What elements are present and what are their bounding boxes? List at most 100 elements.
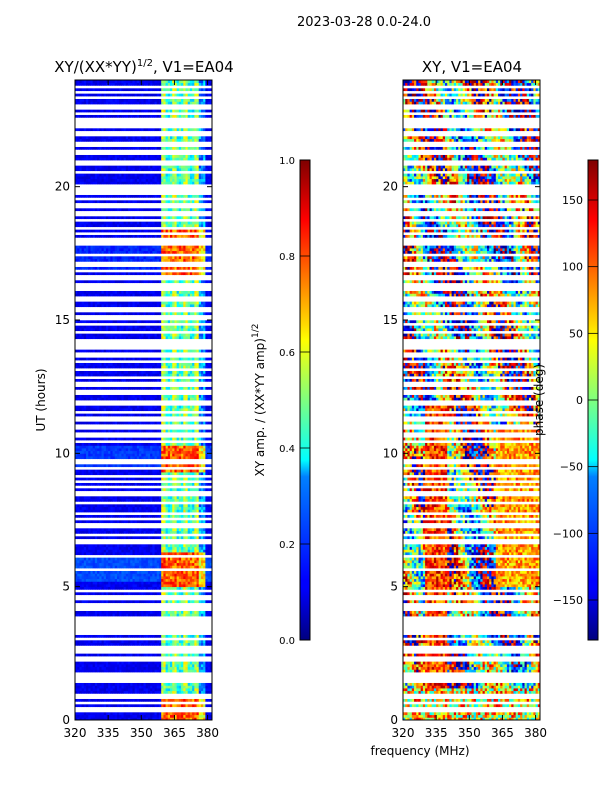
panel1-cell — [116, 712, 120, 716]
panel1-cell — [136, 464, 140, 468]
panel1-cell — [152, 690, 155, 694]
panel1-flagged-row — [75, 392, 212, 395]
panel1-cell — [161, 610, 164, 614]
panel1-cell — [116, 653, 120, 657]
panel1-cell — [114, 698, 118, 702]
panel1-cell — [158, 530, 162, 534]
panel1-cell — [194, 653, 197, 657]
panel1-cell — [156, 528, 160, 532]
panel1-cell — [181, 498, 184, 502]
panel1-cell — [116, 610, 120, 614]
panel1-cell — [88, 488, 91, 492]
panel1-cell — [88, 690, 91, 694]
panel1-cell — [139, 448, 142, 452]
panel1-cell — [183, 477, 186, 481]
panel1-cell — [150, 448, 153, 452]
panel1-cell — [192, 530, 195, 534]
panel1-cell — [163, 661, 166, 665]
panel1-cell — [178, 469, 182, 473]
panel1-cell — [181, 610, 184, 614]
panel1-cell — [81, 690, 85, 694]
panel1-cell — [119, 688, 122, 692]
panel1-cell — [103, 642, 107, 646]
panel1-flagged-row — [75, 434, 212, 438]
panel1-cell — [88, 578, 91, 582]
panel1-cell — [128, 472, 131, 476]
panel1-cell — [152, 482, 155, 486]
panel1-cell — [86, 717, 89, 721]
panel1-cell — [86, 546, 89, 550]
panel1-cell — [77, 570, 80, 574]
panel1-cell — [108, 496, 111, 500]
panel1-cell — [125, 584, 129, 588]
panel1-cell — [141, 573, 144, 577]
panel1-cell — [110, 514, 113, 518]
panel1-cell — [170, 552, 173, 556]
panel1-cell — [121, 600, 125, 604]
panel1-cell — [156, 642, 160, 646]
panel1-cell — [205, 584, 208, 588]
panel1-cell — [94, 562, 98, 566]
panel1-cell — [167, 450, 171, 454]
panel1-cell — [123, 712, 127, 716]
panel1-cell — [161, 712, 164, 716]
panel1-cell — [90, 544, 94, 548]
panel1-cell — [192, 482, 195, 486]
panel1-cell — [189, 536, 193, 540]
panel1-cell — [103, 448, 107, 452]
panel1-cell — [128, 570, 131, 574]
panel1-cell — [123, 557, 127, 561]
panel1-cell — [189, 520, 193, 524]
panel1-cell — [203, 578, 206, 582]
panel1-cell — [150, 504, 153, 508]
panel1-cell — [105, 514, 109, 518]
panel1-cell — [194, 552, 197, 556]
panel1-cell — [154, 504, 158, 508]
panel1-cell — [92, 698, 96, 702]
panel1-cell — [94, 634, 98, 638]
panel1-cell — [143, 504, 147, 508]
panel1-cell — [165, 464, 169, 468]
panel1-cell — [150, 472, 153, 476]
panel1-cell — [200, 498, 204, 502]
panel1-cell — [154, 560, 158, 564]
panel1-cell — [123, 578, 127, 582]
panel1-cell — [132, 546, 136, 550]
panel1-cell — [77, 578, 80, 582]
panel1-cell — [187, 469, 191, 473]
panel1-cell — [174, 570, 178, 574]
panel1-cell — [187, 514, 191, 518]
panel1-cell — [192, 712, 195, 716]
panel1-cell — [112, 544, 116, 548]
panel1-cell — [145, 464, 149, 468]
panel1-flagged-row — [75, 512, 212, 515]
panel1-cell — [181, 714, 184, 718]
panel1-cell — [141, 498, 144, 502]
panel1-cell — [172, 688, 175, 692]
panel1-cell — [187, 581, 191, 585]
panel1-cell — [161, 586, 164, 590]
panel1-cell — [172, 477, 175, 481]
panel1-cell — [130, 464, 133, 468]
panel1-cell — [136, 664, 140, 668]
panel1-cell — [143, 477, 147, 481]
panel1-cell — [132, 664, 136, 668]
panel1-cell — [172, 520, 175, 524]
panel1-cell — [192, 584, 195, 588]
panel1-cell — [119, 557, 122, 561]
panel1-cell — [178, 698, 182, 702]
panel1-cell — [185, 578, 189, 582]
panel1-cell — [83, 469, 87, 473]
panel1-cell — [181, 600, 184, 604]
panel1-cell — [167, 546, 171, 550]
panel1-cell — [178, 504, 182, 508]
panel1-cell — [176, 549, 180, 553]
panel1-cell — [128, 496, 131, 500]
panel1-cell — [205, 557, 208, 561]
panel1-cell — [178, 610, 182, 614]
panel1-cell — [178, 456, 182, 460]
panel1-cell — [205, 573, 208, 577]
panel1-cell — [112, 448, 116, 452]
panel1-cell — [134, 573, 138, 577]
panel1-cell — [172, 570, 175, 574]
